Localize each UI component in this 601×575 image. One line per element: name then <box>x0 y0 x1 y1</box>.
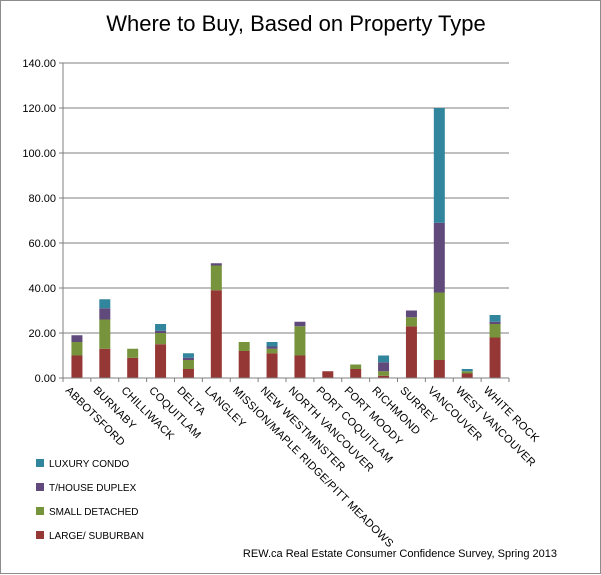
bar-segment <box>378 371 390 376</box>
bar-segment <box>155 324 167 331</box>
source-note: REW.ca Real Estate Consumer Confidence S… <box>243 548 557 560</box>
y-tick-label: 0.00 <box>35 373 56 385</box>
bar-segment <box>266 342 278 347</box>
bar-segment <box>71 335 83 342</box>
bar-segment <box>405 310 417 318</box>
bar-segment <box>99 319 111 349</box>
bar-segment <box>99 299 111 309</box>
bar-segment <box>433 222 445 293</box>
bar-segment <box>350 364 362 369</box>
bar-segment <box>461 371 473 374</box>
bar-segment <box>127 348 139 358</box>
bar-segment <box>210 290 222 378</box>
bar-segment <box>405 317 417 327</box>
bar-segment <box>378 375 390 378</box>
gridlines <box>63 62 509 379</box>
x-axis-labels: ABBOTSFORDBURNABYCHILLIWACKCOQUITLAMDELT… <box>63 385 542 551</box>
legend: LUXURY CONDO T/HOUSE DUPLEX SMALL DETACHED… <box>36 459 144 542</box>
y-tick-label: 100.00 <box>22 148 56 160</box>
legend-label: LUXURY CONDO <box>49 459 129 470</box>
bar-segment <box>489 321 501 324</box>
bar-segment <box>182 369 194 378</box>
bar-segment <box>322 371 334 378</box>
bar-segment <box>461 369 473 372</box>
bar-segment <box>238 351 250 378</box>
bar-segment <box>294 321 306 327</box>
y-tick-label: 80.00 <box>28 193 56 205</box>
bar-segment <box>182 357 194 360</box>
bar-segment <box>266 353 278 378</box>
bar-segment <box>182 353 194 358</box>
bars <box>71 108 501 378</box>
y-axis-ticks: 0.00 20.00 40.00 60.00 80.00 100.00 120.00 140.… <box>22 58 63 385</box>
bar-segment <box>266 348 278 354</box>
y-tick-label: 140.00 <box>22 58 56 70</box>
bar-segment <box>294 326 306 356</box>
bar-segment <box>155 344 167 378</box>
legend-swatch <box>36 459 44 467</box>
y-tick-label: 20.00 <box>28 328 56 340</box>
bar-segment <box>489 315 501 322</box>
legend-swatch <box>36 483 44 491</box>
bar-segment <box>182 360 194 369</box>
bar-segment <box>210 265 222 291</box>
bar-segment <box>210 263 222 266</box>
bar-segment <box>71 342 83 356</box>
bar-segment <box>378 362 390 372</box>
bar-segment <box>294 355 306 378</box>
y-tick-label: 60.00 <box>28 238 56 250</box>
chart-title: Where to Buy, Based on Property Type <box>106 11 486 36</box>
y-tick-label: 40.00 <box>28 283 56 295</box>
bar-segment <box>405 326 417 378</box>
bar-segment <box>99 348 111 378</box>
bar-segment <box>99 308 111 320</box>
legend-label: SMALL DETACHED <box>49 507 138 518</box>
bar-segment <box>489 324 501 338</box>
bar-segment <box>155 333 167 345</box>
bar-segment <box>433 292 445 360</box>
bar-segment <box>127 357 139 378</box>
bar-segment <box>266 346 278 349</box>
bar-segment <box>433 108 445 223</box>
bar-segment <box>238 342 250 351</box>
legend-swatch <box>36 531 44 539</box>
axes <box>62 63 510 382</box>
bar-segment <box>433 360 445 378</box>
bar-segment <box>489 337 501 378</box>
bar-segment <box>155 330 167 333</box>
bar-segment <box>350 369 362 378</box>
legend-label: T/HOUSE DUPLEX <box>49 483 137 494</box>
legend-swatch <box>36 507 44 515</box>
bar-segment <box>378 355 390 363</box>
legend-label: LARGE/ SUBURBAN <box>49 531 144 542</box>
bar-segment <box>71 355 83 378</box>
y-tick-label: 120.00 <box>22 103 56 115</box>
bar-segment <box>461 373 473 378</box>
